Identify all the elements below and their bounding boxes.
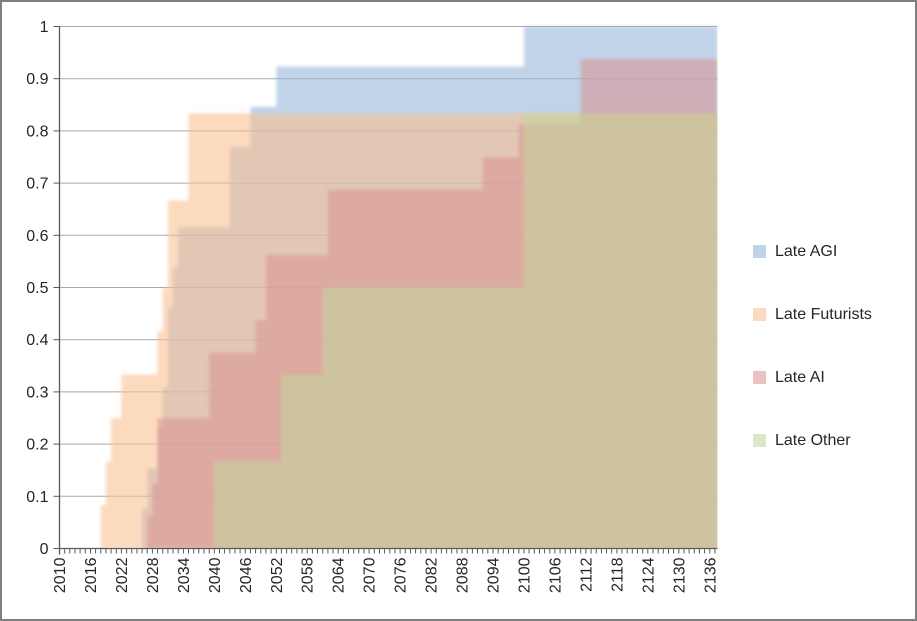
- y-axis-label: 0.6: [26, 228, 48, 245]
- x-axis-label: 2118: [609, 557, 626, 592]
- y-axis-label: 0.4: [26, 332, 48, 349]
- x-axis-label: 2052: [269, 557, 286, 593]
- x-axis-label: 2088: [455, 557, 472, 593]
- x-axis-label: 2022: [114, 557, 131, 593]
- legend-swatch-late-ai: [753, 371, 766, 384]
- y-axis-label: 0.8: [26, 123, 48, 140]
- y-axis-label: 0.7: [26, 176, 48, 193]
- legend-item-late-other: Late Other: [753, 430, 872, 451]
- x-axis-label: 2100: [517, 557, 534, 593]
- x-axis-label: 2064: [331, 557, 348, 593]
- legend-label-late-other: Late Other: [775, 431, 851, 449]
- x-axis-label: 2034: [176, 557, 193, 593]
- y-axis-label: 1: [40, 19, 49, 36]
- x-axis-label: 2112: [578, 557, 595, 592]
- legend-swatch-late-other: [753, 434, 766, 447]
- x-axis-label: 2082: [424, 557, 441, 593]
- x-axis-label: 2010: [52, 557, 69, 593]
- x-axis-label: 2070: [362, 557, 379, 593]
- y-axis-label: 0.1: [26, 489, 48, 506]
- x-axis-label: 2124: [640, 557, 657, 593]
- legend-label-late-agi: Late AGI: [775, 242, 838, 260]
- legend-swatch-late-futurists: [753, 308, 766, 321]
- x-axis-label: 2046: [238, 557, 255, 593]
- legend-item-late-agi: Late AGI: [753, 241, 872, 262]
- x-axis-label: 2136: [702, 557, 719, 593]
- legend-label-late-futurists: Late Futurists: [775, 305, 872, 323]
- y-axis-label: 0: [40, 541, 49, 558]
- x-axis-label: 2058: [300, 557, 317, 593]
- x-axis-label: 2106: [547, 557, 564, 593]
- y-axis-label: 0.9: [26, 71, 48, 88]
- legend-item-late-futurists: Late Futurists: [753, 304, 872, 325]
- y-axis-label: 0.2: [26, 437, 48, 454]
- area-series-late-other: [214, 113, 718, 549]
- x-axis-label: 2040: [207, 557, 224, 593]
- legend-swatch-late-agi: [753, 245, 766, 258]
- x-axis-label: 2016: [83, 557, 100, 593]
- y-axis-label: 0.3: [26, 384, 48, 401]
- x-axis-label: 2094: [486, 557, 503, 593]
- x-axis-label: 2028: [145, 557, 162, 593]
- legend-item-late-ai: Late AI: [753, 367, 872, 388]
- x-axis-label: 2130: [671, 557, 688, 593]
- y-axis-label: 0.5: [26, 280, 48, 297]
- legend-label-late-ai: Late AI: [775, 368, 825, 386]
- legend: Late AGI Late Futurists Late AI Late Oth…: [753, 241, 872, 493]
- x-axis-label: 2076: [393, 557, 410, 593]
